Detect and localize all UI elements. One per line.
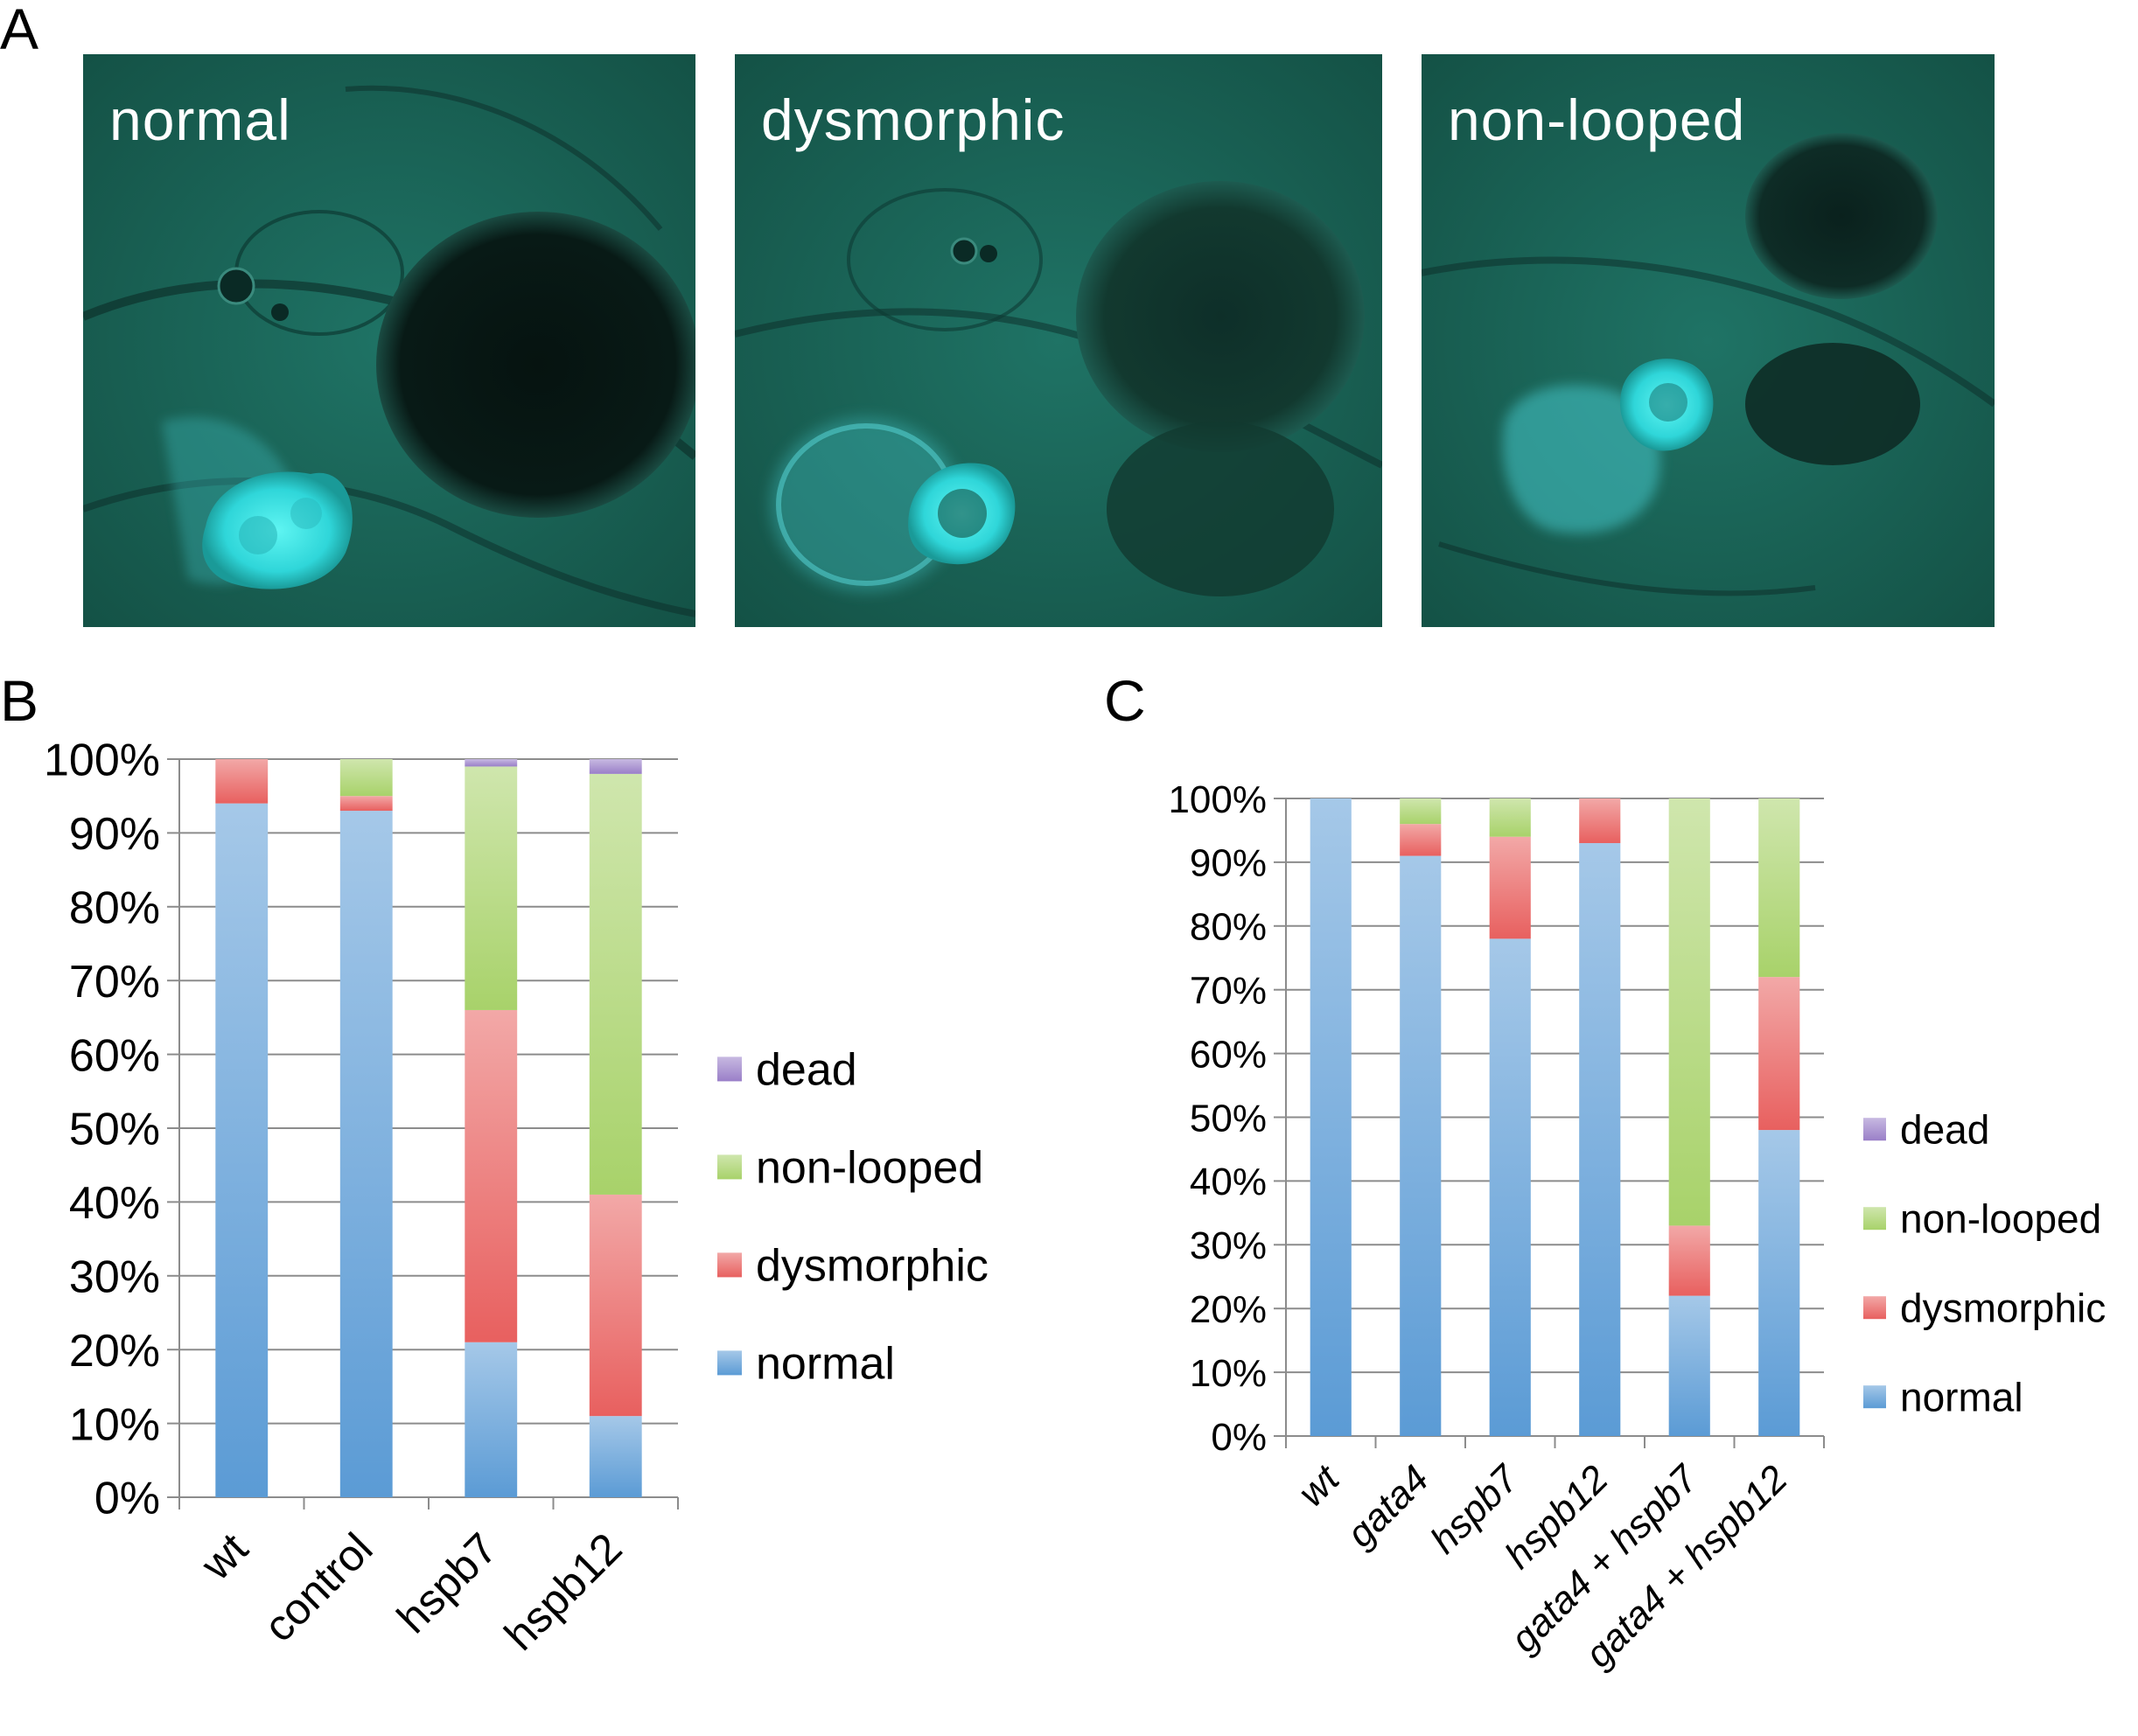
chart-b-bar-hspb7-dead bbox=[465, 759, 518, 767]
chart-b-ytick-label: 40% bbox=[69, 1178, 160, 1229]
chart-b-category-label-hspb12: hspb12 bbox=[495, 1523, 632, 1660]
chart-b-legend-swatch-dysmorphic bbox=[717, 1252, 742, 1278]
micrograph-normal: normal bbox=[83, 54, 695, 627]
chart-b-bar-hspb12-dead bbox=[589, 759, 642, 774]
chart-b-ytick-label: 30% bbox=[69, 1252, 160, 1303]
chart-b-bar-wt-dysmorphic bbox=[215, 759, 269, 804]
chart-b-legend-label-dysmorphic: dysmorphic bbox=[756, 1241, 989, 1292]
chart-c-bar-hspb7-dysmorphic bbox=[1489, 836, 1531, 939]
chart-c-category-label-wt: wt bbox=[1290, 1456, 1349, 1515]
chart-c-ytick-label: 40% bbox=[1190, 1161, 1267, 1203]
chart-c-ytick-label: 90% bbox=[1190, 842, 1267, 885]
chart-c-ytick-label: 10% bbox=[1190, 1352, 1267, 1395]
chart-b-bar-hspb12-non-looped bbox=[589, 773, 642, 1195]
chart-b-ytick-label: 50% bbox=[69, 1105, 160, 1155]
embryo-image-dysmorphic bbox=[735, 54, 1382, 627]
micrograph-label-dysmorphic: dysmorphic bbox=[761, 87, 1066, 152]
chart-c-category-label-gata4: gata4 bbox=[1338, 1457, 1437, 1556]
chart-b-ytick-label: 20% bbox=[69, 1326, 160, 1377]
micrograph-label-non-looped: non-looped bbox=[1448, 87, 1746, 152]
chart-b-legend-swatch-normal bbox=[717, 1350, 742, 1376]
chart-b-ytick-label: 60% bbox=[69, 1030, 160, 1081]
chart-c-ytick-label: 70% bbox=[1190, 970, 1267, 1013]
chart-c-bar-gata4-non-looped bbox=[1400, 798, 1442, 825]
chart-b-bar-control-dysmorphic bbox=[339, 796, 393, 812]
chart-c-bar-gata4-hspb12-normal bbox=[1758, 1130, 1800, 1436]
chart-b-ytick-label: 80% bbox=[69, 883, 160, 934]
chart-c-legend-swatch-dysmorphic bbox=[1863, 1296, 1886, 1320]
chart-b-bar-hspb12-normal bbox=[589, 1416, 642, 1497]
chart-b-bar-hspb7-non-looped bbox=[465, 766, 518, 1010]
chart-b-category-label-wt: wt bbox=[191, 1523, 257, 1590]
chart-c-category-label-gata4-hspb7: gata4 + hspb7 bbox=[1503, 1456, 1708, 1661]
chart-b-legend-label-non-looped: non-looped bbox=[756, 1143, 983, 1194]
chart-c-bar-gata4-hspb7-non-looped bbox=[1668, 798, 1710, 1226]
chart-b-legend-swatch-non-looped bbox=[717, 1154, 742, 1180]
micrograph-dysmorphic: dysmorphic bbox=[735, 54, 1382, 627]
chart-c-bar-hspb7-normal bbox=[1489, 938, 1531, 1436]
chart-c-ytick-label: 100% bbox=[1168, 778, 1267, 821]
chart-c-legend-label-normal: normal bbox=[1900, 1374, 2023, 1419]
chart-c-ytick-label: 20% bbox=[1190, 1288, 1267, 1331]
chart-c-legend-label-dead: dead bbox=[1900, 1106, 1989, 1152]
chart-b-legend-label-normal: normal bbox=[756, 1339, 895, 1390]
chart-c-bar-gata4-hspb7-normal bbox=[1668, 1295, 1710, 1436]
chart-c-ytick-label: 30% bbox=[1190, 1224, 1267, 1267]
chart-b-ytick-label: 0% bbox=[94, 1474, 160, 1524]
chart-c-ytick-label: 60% bbox=[1190, 1033, 1267, 1076]
chart-c-ytick-label: 80% bbox=[1190, 906, 1267, 949]
panel-letter-a: A bbox=[0, 0, 39, 61]
chart-b-ytick-label: 70% bbox=[69, 957, 160, 1007]
chart-b-bar-hspb7-normal bbox=[465, 1342, 518, 1497]
micrograph-label-normal: normal bbox=[109, 87, 291, 152]
chart-c-legend-swatch-non-looped bbox=[1863, 1207, 1886, 1231]
chart-c-legend-label-non-looped: non-looped bbox=[1900, 1196, 2101, 1241]
chart-b-bar-control-normal bbox=[339, 811, 393, 1497]
chart-b-bar-hspb7-dysmorphic bbox=[465, 1009, 518, 1342]
chart-c-bar-gata4-dysmorphic bbox=[1400, 824, 1442, 856]
chart-c-bar-gata4-hspb12-non-looped bbox=[1758, 798, 1800, 978]
chart-b-bar-wt-normal bbox=[215, 803, 269, 1497]
chart-b-bar-control-non-looped bbox=[339, 759, 393, 797]
micrograph-non-looped: non-looped bbox=[1422, 54, 1995, 627]
panel-letter-c: C bbox=[1104, 668, 1146, 733]
chart-c-bar-wt-normal bbox=[1310, 798, 1352, 1436]
embryo-image-non-looped bbox=[1422, 54, 1995, 627]
chart-c-ytick-label: 50% bbox=[1190, 1097, 1267, 1140]
chart-c-category-label-hspb12: hspb12 bbox=[1497, 1457, 1617, 1577]
chart-c-ytick-label: 0% bbox=[1211, 1416, 1267, 1459]
chart-c-bar-gata4-hspb12-dysmorphic bbox=[1758, 977, 1800, 1131]
chart-b-category-label-control: control bbox=[255, 1523, 382, 1651]
chart-c-bar-gata4-normal bbox=[1400, 855, 1442, 1436]
chart-c-bar-hspb7-non-looped bbox=[1489, 798, 1531, 837]
chart-c-bar-hspb12-dysmorphic bbox=[1579, 798, 1621, 844]
embryo-image-normal bbox=[83, 54, 695, 627]
chart-c-legend-label-dysmorphic: dysmorphic bbox=[1900, 1285, 2106, 1330]
chart-b-bar-hspb12-dysmorphic bbox=[589, 1194, 642, 1417]
chart-c-legend-swatch-dead bbox=[1863, 1118, 1886, 1141]
chart-c-category-label-hspb7: hspb7 bbox=[1422, 1456, 1527, 1561]
chart-c-category-label-gata4-hspb12: gata4 + hspb12 bbox=[1577, 1457, 1796, 1676]
chart-c-bar-hspb12-normal bbox=[1579, 843, 1621, 1436]
chart-c-legend-swatch-normal bbox=[1863, 1385, 1886, 1409]
chart-b-legend-swatch-dead bbox=[717, 1056, 742, 1082]
chart-b-ytick-label: 10% bbox=[69, 1399, 160, 1450]
chart-b-ytick-label: 100% bbox=[44, 736, 160, 786]
chart-b-ytick-label: 90% bbox=[69, 809, 160, 860]
panel-letter-b: B bbox=[0, 668, 39, 733]
chart-c-bar-gata4-hspb7-dysmorphic bbox=[1668, 1225, 1710, 1296]
chart-b-legend-label-dead: dead bbox=[756, 1045, 857, 1096]
chart-b-category-label-hspb7: hspb7 bbox=[388, 1523, 507, 1642]
